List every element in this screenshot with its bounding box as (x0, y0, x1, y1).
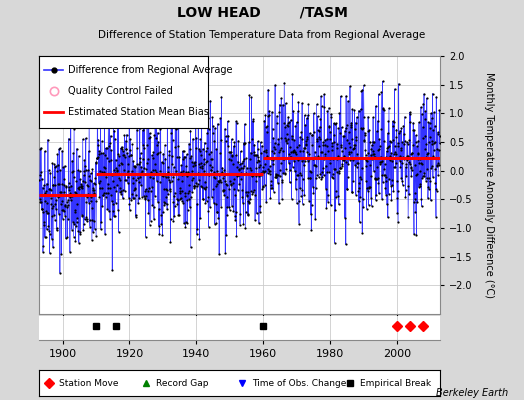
Text: Time of Obs. Change: Time of Obs. Change (252, 378, 346, 388)
Text: LOW HEAD        /TASM: LOW HEAD /TASM (177, 6, 347, 20)
Text: Record Gap: Record Gap (156, 378, 208, 388)
Text: Empirical Break: Empirical Break (360, 378, 431, 388)
Text: Station Move: Station Move (59, 378, 119, 388)
Text: Berkeley Earth: Berkeley Earth (436, 388, 508, 398)
Y-axis label: Monthly Temperature Anomaly Difference (°C): Monthly Temperature Anomaly Difference (… (484, 72, 494, 298)
Text: Difference of Station Temperature Data from Regional Average: Difference of Station Temperature Data f… (99, 30, 425, 40)
